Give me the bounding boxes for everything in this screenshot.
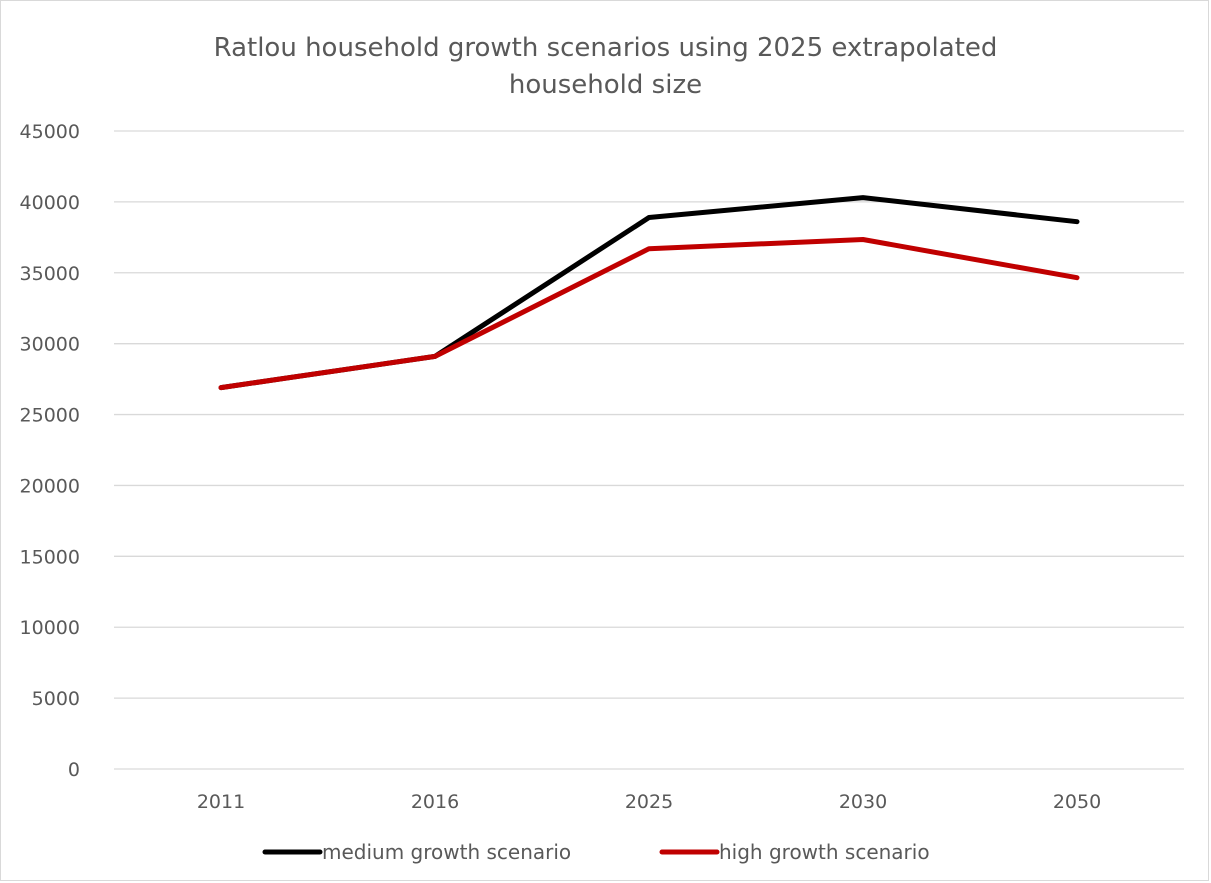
- y-axis-ticks: 0 5000 10000 15000 20000 25000 30000 35000 40000…: [20, 121, 80, 781]
- legend: medium growth scenario high growth scenar…: [262, 840, 930, 864]
- y-tick-label: 10000: [20, 617, 80, 639]
- series-lines: [218, 195, 1080, 391]
- y-tick-label: 40000: [20, 192, 80, 214]
- x-tick-label: 2011: [197, 791, 245, 813]
- y-tick-label: 0: [68, 759, 80, 781]
- y-tick-label: 30000: [20, 334, 80, 356]
- y-tick-label: 20000: [20, 475, 80, 497]
- x-tick-label: 2025: [625, 791, 673, 813]
- x-tick-label: 2050: [1053, 791, 1101, 813]
- y-tick-label: 35000: [20, 263, 80, 285]
- legend-label: high growth scenario: [719, 840, 930, 864]
- y-tick-label: 5000: [32, 688, 80, 710]
- x-tick-label: 2030: [839, 791, 887, 813]
- series-line-high-growth: [218, 237, 1080, 391]
- legend-label: medium growth scenario: [322, 840, 571, 864]
- x-tick-label: 2016: [411, 791, 459, 813]
- y-tick-label: 45000: [20, 121, 80, 143]
- chart-title: Ratlou household growth scenarios using …: [213, 33, 998, 100]
- gridlines: [114, 130, 1184, 770]
- x-axis-ticks: 2011 2016 2025 2030 2050: [197, 791, 1101, 813]
- series-line-medium-growth: [218, 195, 1080, 391]
- y-tick-label: 15000: [20, 546, 80, 568]
- y-tick-label: 25000: [20, 405, 80, 427]
